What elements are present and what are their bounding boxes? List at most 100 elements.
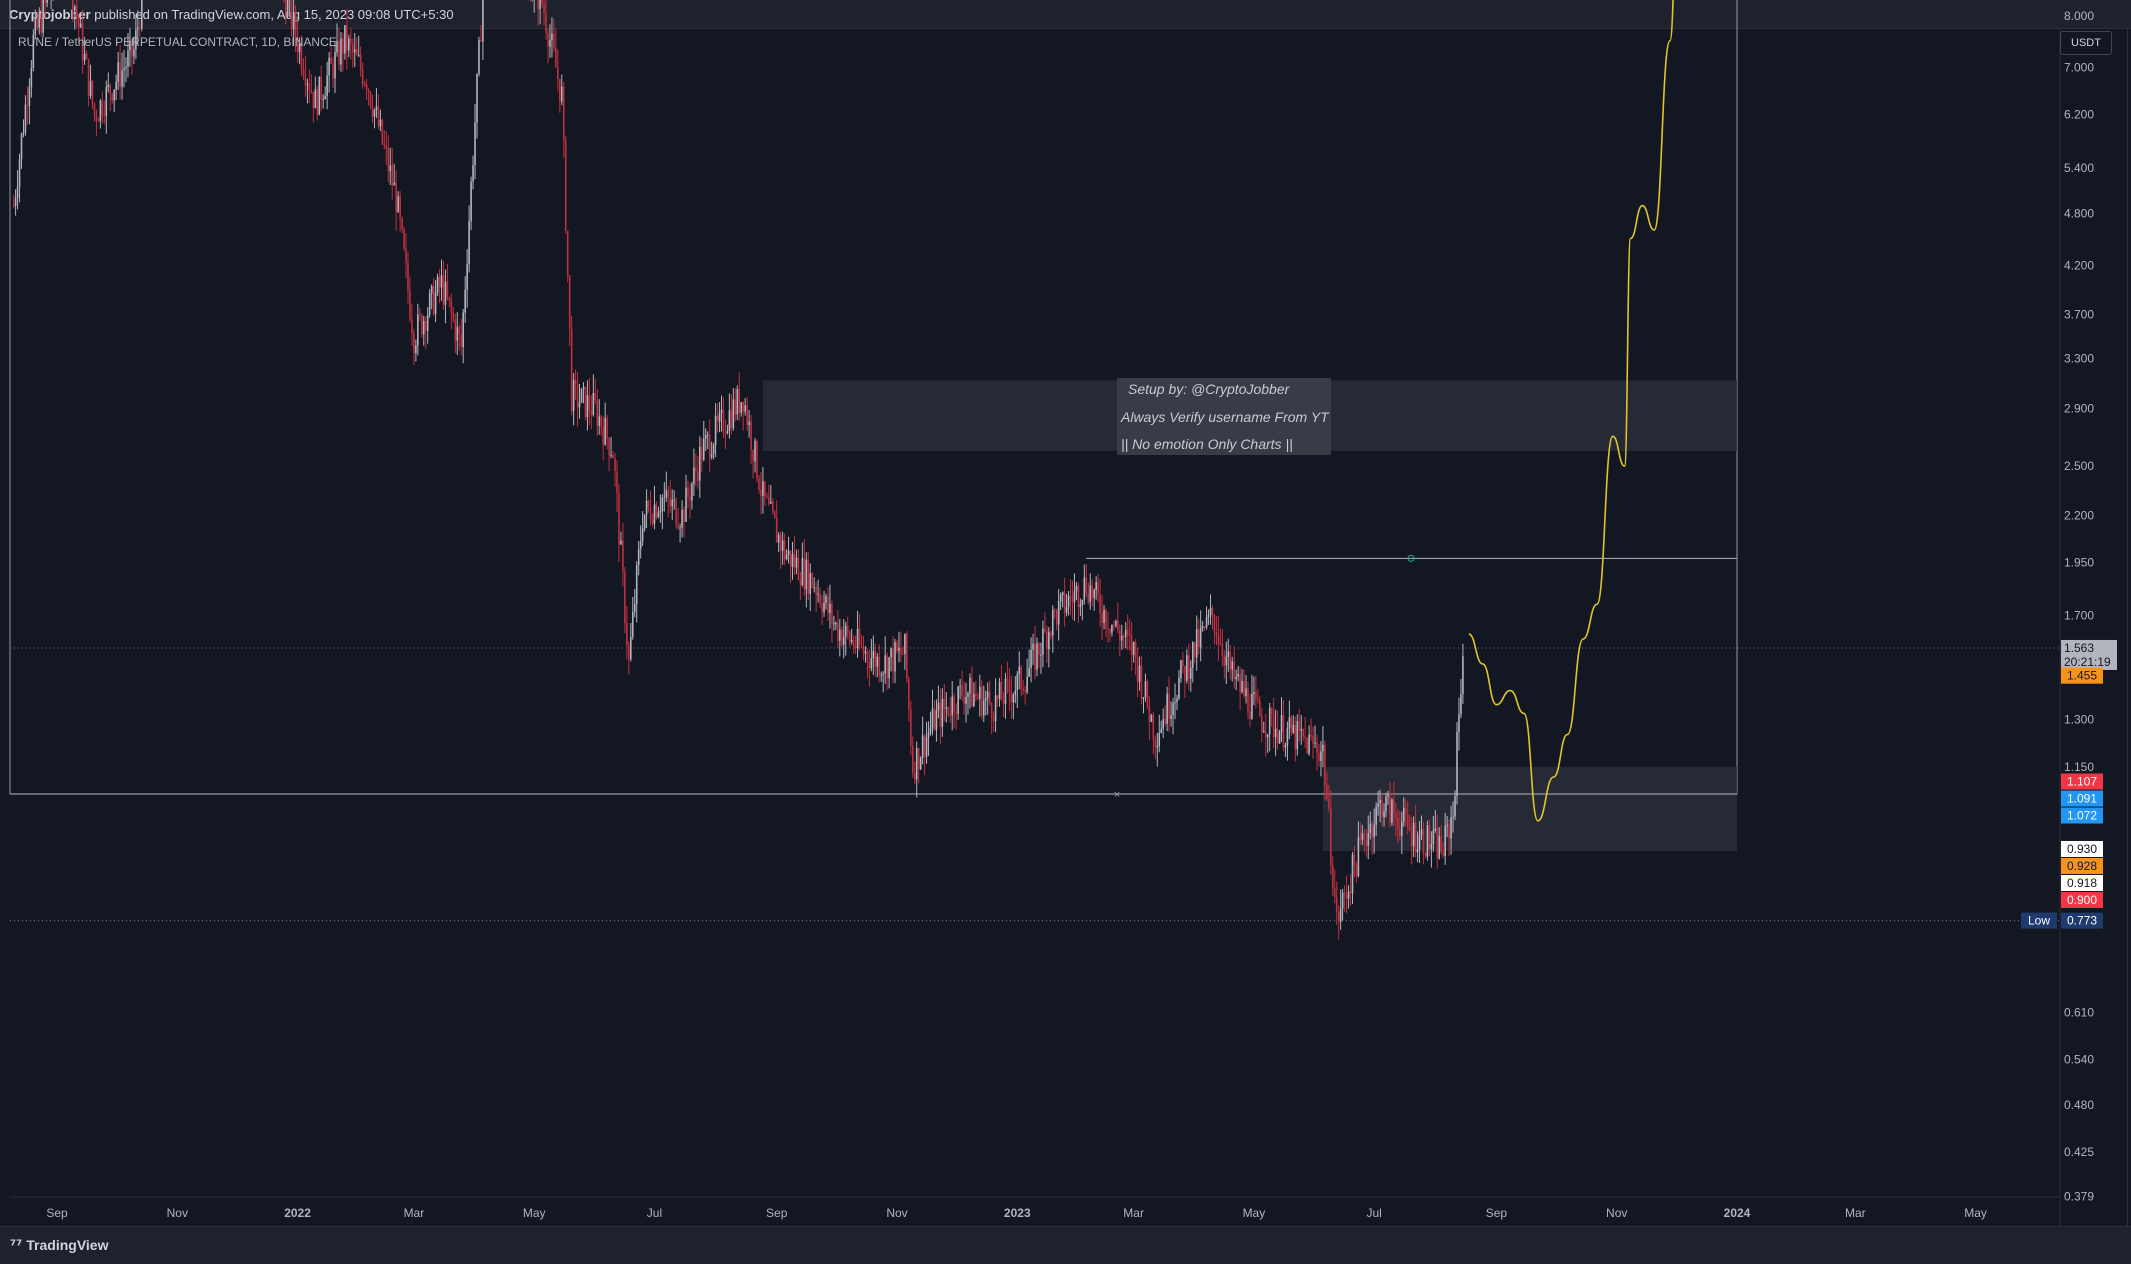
candle-body [395,182,397,212]
tradingview-label: TradingView [26,1237,109,1253]
candle-body [1410,830,1413,847]
candle-body [129,40,131,51]
candle-body [892,648,894,672]
candle-body [1436,828,1439,859]
candle-body [1268,708,1271,735]
candle-body [1404,807,1407,815]
candle-body [1241,680,1243,693]
candle-body [1324,744,1326,785]
candle-body [706,434,709,436]
candle-body [1040,654,1042,656]
candle-body [91,80,94,104]
candle-body [1249,712,1251,720]
candle-body [1247,688,1249,713]
candle-body [16,187,19,199]
candle-body [1296,721,1299,750]
candle-body [109,84,112,95]
candle-body [868,661,871,669]
time-tick-label: Nov [1606,1206,1627,1220]
candle-body [1152,714,1155,740]
candle-body [1087,592,1090,603]
candle-body [679,527,681,529]
price-tag: 1.455 [2067,669,2097,683]
candle-body [318,76,321,115]
publisher-name[interactable]: Cryptojobber [9,7,91,22]
candle-body [417,314,419,346]
candle-body [998,682,1001,699]
candle-body [1308,734,1310,754]
candle-body [1190,667,1192,679]
candle-body [1418,835,1421,850]
candle-body [1369,823,1372,833]
candle-body [1286,728,1289,746]
candle-body [38,14,41,28]
candle-body [738,389,741,413]
candle-body [383,142,386,146]
candle-body [764,481,766,497]
candle-body [805,559,808,590]
candle-body [135,29,137,50]
candle-body [46,0,48,3]
candle-body [947,706,950,714]
candle-body [953,696,955,713]
candle-body [363,84,366,86]
candle-body [1014,690,1017,695]
candle-body [1211,607,1214,616]
candle-body [428,293,431,315]
candle-body [294,12,297,37]
candle-body [375,106,378,111]
candle-body [458,327,461,335]
candle-body [643,514,646,529]
candle-body [582,386,585,389]
candle-body [1022,688,1024,691]
last-price-tag-bg [2061,639,2117,670]
candle-body [1142,697,1145,699]
candle-body [766,496,768,498]
candle-body [1318,753,1320,761]
price-tick-label: 4.200 [2064,258,2094,272]
candle-body [415,345,417,354]
candle-body [1243,680,1245,697]
candle-body [651,519,654,524]
candle-body [740,402,743,413]
candle-body [730,410,733,429]
candle-body [1438,836,1441,859]
candle-body [1255,692,1257,700]
candle-body [1373,824,1375,838]
candle-body [943,698,946,709]
candle-body [726,430,729,434]
candle-body [746,405,748,425]
price-tick-label: 0.480 [2064,1098,2094,1112]
candle-body [1330,807,1332,866]
candle-body [618,493,620,545]
candle-body [1320,751,1322,761]
candle-body [557,67,559,79]
candle-body [941,698,944,727]
candle-body [663,497,666,499]
candle-body [377,106,380,127]
candle-body [81,23,84,61]
price-tick-label: 1.700 [2064,608,2094,622]
chart-pane[interactable] [10,28,2128,1226]
currency-button[interactable]: USDT [2060,31,2112,55]
candle-body [1351,854,1354,894]
candle-body [320,76,323,100]
candle-body [760,490,762,496]
candle-body [1061,592,1064,596]
candle-body [906,633,908,679]
tradingview-logo[interactable]: ⁷⁷ TradingView [10,1237,108,1254]
time-tick-label: Jul [1367,1206,1382,1220]
last-price-tag: 1.563 [2064,641,2094,655]
candle-body [371,105,374,117]
price-tick-label: 0.379 [2064,1190,2094,1204]
candle-body [1170,715,1172,719]
candle-body [1010,692,1013,703]
candle-body [482,0,484,42]
candle-body [133,49,135,57]
candle-body [1337,911,1340,922]
candle-body [448,296,451,301]
candle-body [576,383,579,408]
candle-body [316,89,319,115]
candle-body [1389,793,1391,823]
